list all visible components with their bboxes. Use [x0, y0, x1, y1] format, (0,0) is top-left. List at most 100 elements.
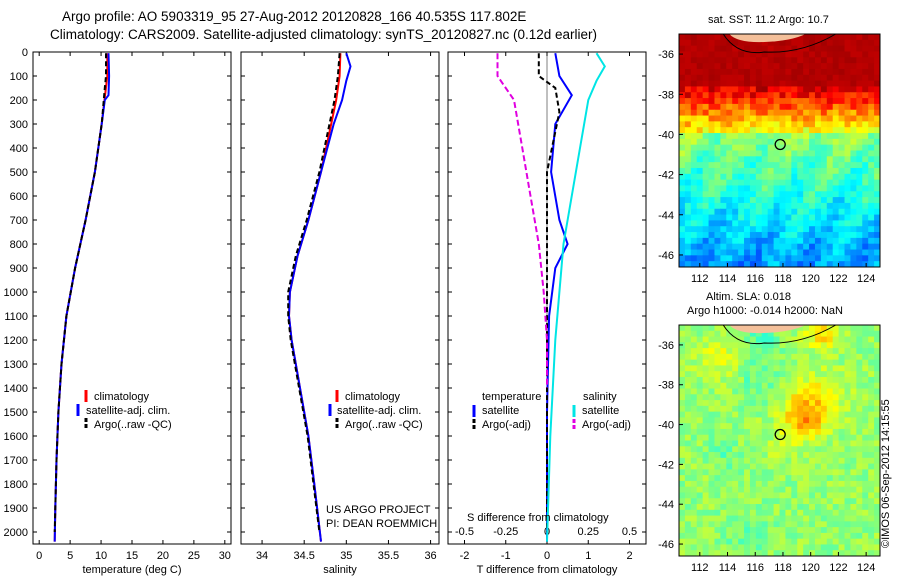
map-cell — [738, 417, 745, 424]
map-cell — [838, 214, 846, 221]
map-cell — [755, 509, 763, 517]
map-cell — [874, 550, 880, 556]
x-tick-label: 30 — [219, 550, 231, 562]
map-cell — [820, 480, 828, 488]
map-cell — [679, 423, 686, 430]
map-cell — [820, 423, 828, 430]
map-cell — [868, 127, 875, 134]
map-cell — [684, 162, 692, 169]
map-cell — [791, 51, 798, 58]
map-cell — [708, 353, 716, 361]
map-cell — [767, 98, 775, 105]
map-cell — [850, 57, 857, 64]
map-cell — [844, 197, 852, 204]
map-cell — [696, 144, 704, 152]
map-cell — [684, 45, 692, 53]
map-cell — [738, 394, 745, 401]
map-cell — [684, 457, 692, 465]
map-cell — [785, 492, 792, 499]
map-cell — [773, 417, 781, 424]
x-axis-label: temperature (deg C) — [82, 564, 181, 576]
map-cell — [868, 156, 875, 163]
map-cell — [708, 440, 716, 447]
map-cell — [714, 452, 721, 459]
map-cell — [856, 261, 863, 267]
map-cell — [814, 515, 822, 522]
map-cell — [749, 550, 757, 556]
map-cell — [803, 440, 810, 447]
map-cell — [820, 214, 828, 221]
map-cell — [720, 86, 727, 93]
map-cell — [767, 74, 775, 82]
map-cell — [708, 509, 716, 517]
map-cell — [708, 486, 716, 494]
map-cell — [679, 261, 686, 267]
map-cell — [679, 405, 686, 413]
map-cell — [738, 538, 745, 546]
map-cell — [773, 45, 781, 53]
map-cell — [844, 144, 852, 152]
map-cell — [785, 173, 792, 181]
map-cell — [809, 220, 816, 227]
map-cell — [690, 434, 698, 442]
map-cell — [803, 185, 810, 192]
map-cell — [690, 45, 698, 53]
map-cell — [785, 480, 792, 488]
map-cell — [844, 330, 852, 338]
map-cell — [708, 121, 716, 128]
map-cell — [868, 348, 875, 355]
map-cell — [826, 162, 834, 169]
map-cell — [755, 243, 763, 251]
map-cell — [755, 214, 763, 221]
map-cell — [797, 440, 804, 447]
map-cell — [862, 411, 869, 419]
map-cell — [814, 80, 822, 88]
map-cell — [826, 371, 834, 378]
map-cell — [767, 428, 775, 436]
map-cell — [708, 162, 716, 169]
map-cell — [702, 57, 710, 64]
map-cell — [749, 150, 757, 157]
map-cell — [714, 400, 721, 407]
map-cell — [820, 325, 828, 332]
map-cell — [809, 359, 816, 367]
legend-label-climatology: climatology — [94, 391, 150, 403]
map-cell — [679, 202, 686, 210]
map-cell — [690, 249, 698, 256]
map-cell — [814, 208, 822, 216]
map-cell — [791, 423, 798, 430]
map-cell — [862, 68, 869, 76]
map-cell — [779, 515, 787, 522]
map-cell — [684, 68, 692, 76]
map-cell — [749, 255, 757, 262]
map-cell — [773, 179, 781, 187]
map-cell — [726, 400, 733, 407]
map-cell — [850, 400, 857, 407]
map-cell — [773, 191, 781, 198]
map-cell — [838, 261, 846, 267]
map-cell — [832, 452, 840, 459]
map-cell — [856, 249, 863, 256]
map-cell — [761, 138, 769, 146]
map-cell — [755, 156, 763, 163]
map-cell — [744, 150, 751, 157]
map-cell — [696, 400, 704, 407]
map-cell — [874, 371, 880, 378]
map-cell — [838, 45, 846, 53]
map-cell — [850, 342, 857, 349]
map-cell — [714, 394, 721, 401]
map-cell — [690, 80, 698, 88]
x-tick-label: 116 — [746, 273, 764, 285]
map-cell — [791, 191, 798, 198]
map-cell — [702, 388, 710, 395]
map-cell — [755, 469, 763, 476]
map-cell — [761, 197, 769, 204]
map-cell — [820, 185, 828, 192]
map-cell — [803, 359, 810, 367]
map-cell — [744, 452, 751, 459]
map-cell — [720, 208, 727, 216]
map-cell — [850, 191, 857, 198]
map-cell — [820, 498, 828, 505]
map-cell — [708, 498, 716, 505]
map-cell — [749, 498, 757, 505]
